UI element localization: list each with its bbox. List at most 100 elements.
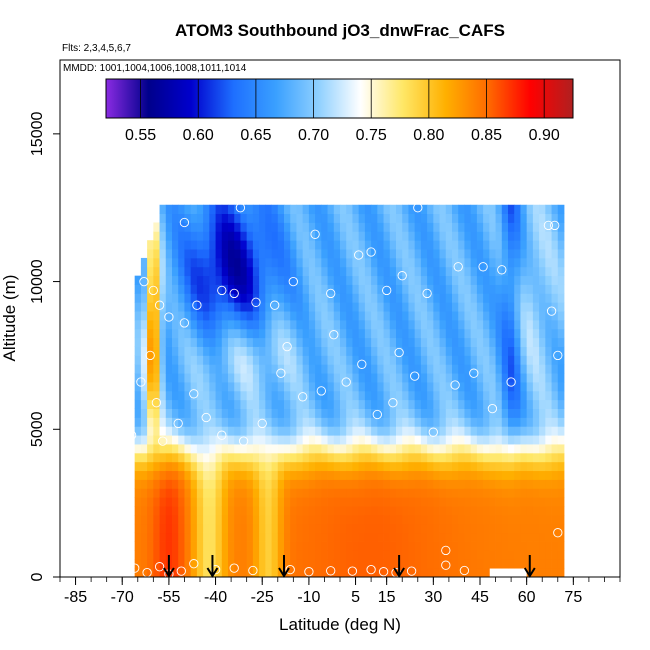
- field-cell: [302, 355, 310, 365]
- field-cell: [308, 452, 316, 463]
- field-cell: [209, 399, 216, 409]
- field-cell: [389, 222, 397, 232]
- field-cell: [290, 479, 297, 489]
- field-cell: [290, 408, 297, 418]
- field-cell: [333, 417, 341, 427]
- field-cell: [439, 559, 447, 569]
- field-cell: [389, 435, 397, 445]
- field-cell: [452, 204, 459, 215]
- field-cell: [489, 328, 496, 339]
- field-cell: [501, 444, 509, 454]
- field-cell: [389, 390, 397, 401]
- field-cell: [420, 514, 428, 525]
- field-cell: [153, 355, 160, 365]
- field-cell: [495, 284, 503, 294]
- field-cell: [445, 337, 453, 347]
- field-cell: [203, 364, 210, 374]
- field-cell: [196, 355, 204, 365]
- field-cell: [315, 266, 322, 277]
- field-cell: [396, 311, 403, 321]
- field-cell: [215, 426, 223, 436]
- field-cell: [284, 222, 291, 232]
- field-cell: [508, 231, 515, 241]
- field-cell: [402, 568, 409, 577]
- field-cell: [501, 506, 509, 516]
- field-cell: [296, 568, 304, 577]
- field-cell: [265, 266, 272, 277]
- field-cell: [209, 222, 216, 232]
- field-cell: [240, 568, 248, 577]
- field-cell: [153, 337, 160, 347]
- field-cell: [333, 222, 341, 232]
- field-cell: [526, 417, 534, 427]
- field-cell: [433, 373, 440, 383]
- field-cell: [352, 266, 360, 277]
- field-cell: [147, 532, 154, 542]
- observation-point: [288, 276, 298, 287]
- field-cell: [389, 382, 397, 392]
- field-cell: [383, 444, 391, 454]
- field-cell: [526, 231, 534, 241]
- field-cell: [165, 337, 173, 347]
- field-cell: [364, 249, 372, 259]
- field-cell: [420, 204, 428, 215]
- field-cell: [296, 523, 304, 534]
- field-cell: [364, 470, 372, 480]
- field-cell: [352, 257, 360, 268]
- field-cell: [532, 213, 540, 223]
- field-cell: [153, 523, 160, 534]
- field-cell: [489, 319, 496, 330]
- field-cell: [495, 364, 503, 374]
- field-cell: [458, 399, 465, 409]
- field-cell: [221, 470, 229, 480]
- field-cell: [557, 249, 565, 259]
- field-cell: [464, 311, 472, 321]
- field-cell: [501, 373, 509, 383]
- field-cell: [221, 506, 229, 516]
- field-cell: [203, 523, 210, 534]
- field-cell: [458, 408, 465, 418]
- field-cell: [514, 444, 521, 454]
- colorbar-tick-label: 0.70: [298, 127, 329, 144]
- field-cell: [184, 266, 192, 277]
- field-cell: [526, 452, 534, 463]
- field-cell: [134, 364, 142, 374]
- field-cell: [271, 523, 279, 534]
- field-cell: [265, 213, 272, 223]
- field-cell: [246, 364, 254, 374]
- field-cell: [383, 337, 391, 347]
- field-cell: [190, 284, 198, 294]
- field-cell: [501, 514, 509, 525]
- field-cell: [420, 488, 428, 498]
- field-cell: [414, 390, 422, 401]
- field-cell: [277, 497, 285, 507]
- field-cell: [532, 435, 540, 445]
- field-cell: [557, 435, 565, 445]
- field-cell: [427, 532, 434, 542]
- observation-point: [366, 564, 376, 575]
- field-cell: [476, 452, 484, 463]
- field-cell: [215, 550, 223, 560]
- field-cell: [252, 488, 260, 498]
- field-cell: [134, 514, 142, 525]
- field-cell: [526, 444, 534, 454]
- field-cell: [526, 319, 534, 330]
- field-cell: [458, 346, 465, 356]
- field-cell: [327, 417, 335, 427]
- field-cell: [358, 541, 366, 551]
- field-cell: [321, 266, 328, 277]
- field-cell: [489, 302, 496, 312]
- field-cell: [246, 257, 254, 268]
- x-tick-label: 5: [351, 589, 360, 606]
- field-cell: [153, 479, 160, 489]
- field-cell: [532, 399, 540, 409]
- field-cell: [265, 559, 272, 569]
- field-cell: [526, 399, 534, 409]
- field-cell: [508, 346, 515, 356]
- field-cell: [178, 249, 185, 259]
- field-cell: [196, 266, 204, 277]
- field-cell: [520, 541, 528, 551]
- field-cell: [495, 452, 503, 463]
- field-cell: [140, 319, 148, 330]
- field-cell: [470, 470, 478, 480]
